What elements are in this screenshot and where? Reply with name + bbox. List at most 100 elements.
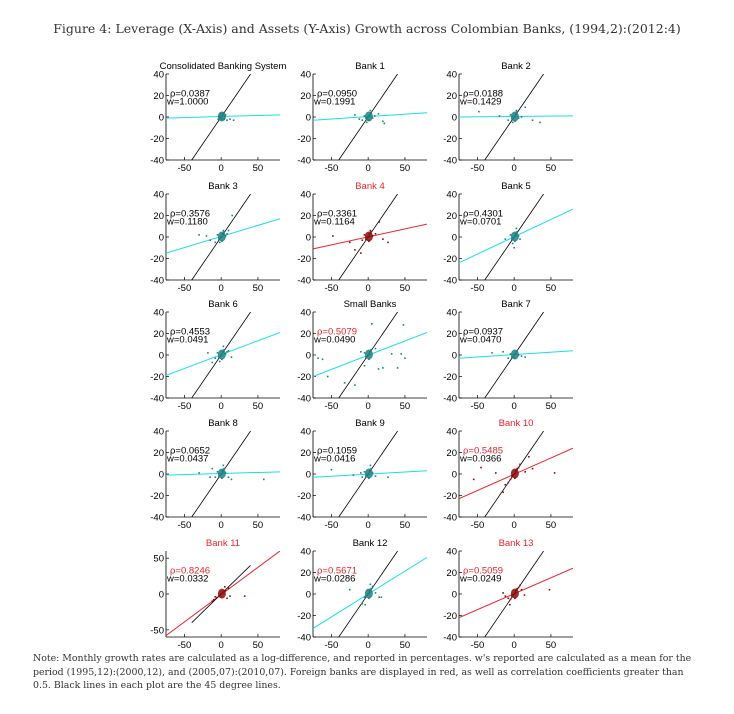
data-point — [226, 597, 228, 600]
rho-label: ρ=0.0652 — [170, 445, 210, 456]
data-point — [516, 110, 518, 113]
data-point — [396, 367, 399, 369]
data-point — [209, 239, 211, 242]
data-point — [343, 382, 346, 384]
data-point — [224, 235, 227, 237]
x-tick-label: -50 — [471, 283, 485, 294]
x-tick-label: 0 — [512, 401, 517, 412]
data-point — [207, 352, 209, 354]
w-label: w=0.0437 — [166, 453, 208, 464]
y-tick-label: -20 — [150, 254, 164, 265]
data-point — [365, 475, 367, 477]
x-tick-label: 50 — [546, 401, 557, 412]
data-point — [494, 472, 497, 474]
data-point — [224, 472, 227, 474]
data-point — [370, 587, 372, 590]
x-tick-label: -50 — [178, 520, 192, 531]
data-point — [509, 598, 512, 601]
data-point — [218, 115, 220, 117]
data-point — [218, 595, 220, 597]
w-label: w=0.0491 — [166, 334, 208, 345]
y-tick-label: 40 — [153, 308, 164, 319]
data-point — [513, 236, 515, 238]
data-point — [507, 481, 510, 484]
x-tick-label: -50 — [325, 283, 339, 294]
data-point — [511, 121, 514, 124]
data-point — [214, 596, 217, 598]
y-tick-label: 20 — [446, 568, 457, 579]
rho-label: ρ=0.0950 — [317, 88, 357, 99]
w-label: w=1.0000 — [166, 96, 208, 107]
data-point — [511, 242, 514, 245]
data-point — [198, 472, 200, 474]
data-point — [232, 119, 235, 122]
y-tick-label: 20 — [300, 568, 311, 579]
data-point — [229, 595, 231, 597]
data-point — [509, 353, 512, 355]
data-point — [220, 236, 222, 238]
data-point — [516, 467, 518, 470]
data-point — [216, 471, 219, 473]
y-tick-label: 0 — [159, 113, 164, 124]
plot-marks — [459, 74, 573, 160]
data-point — [371, 117, 374, 119]
y-tick-label: -40 — [150, 276, 164, 287]
data-point — [211, 600, 214, 602]
data-point — [226, 232, 228, 235]
data-point — [520, 588, 523, 591]
plot-marks — [459, 431, 573, 517]
y-tick-label: 0 — [452, 233, 457, 244]
data-point — [364, 603, 367, 606]
y-tick-label: 0 — [306, 233, 311, 244]
panel-title: Bank 4 — [355, 181, 385, 192]
panel-title: Bank 12 — [353, 538, 388, 549]
data-point — [402, 324, 405, 326]
data-point — [215, 596, 218, 599]
data-point — [507, 597, 510, 600]
x-tick-label: 0 — [366, 640, 371, 651]
rho-label: ρ=0.5059 — [463, 565, 503, 576]
plot-marks — [166, 551, 280, 636]
x-tick-label: 50 — [253, 283, 264, 294]
data-point — [368, 119, 370, 122]
data-point — [354, 114, 356, 116]
x-tick-label: 50 — [253, 520, 264, 531]
data-point — [368, 469, 371, 472]
y-tick-label: 20 — [446, 329, 457, 340]
y-tick-label: 0 — [306, 113, 311, 124]
data-point — [513, 473, 515, 475]
rho-label: ρ=0.5079 — [317, 326, 357, 337]
y-tick-label: -40 — [297, 156, 311, 167]
rho-label: ρ=0.1059 — [317, 445, 357, 456]
rho-label: ρ=0.0387 — [170, 88, 210, 99]
y-tick-label: -20 — [297, 491, 311, 502]
data-point — [390, 353, 393, 355]
rho-label: ρ=0.0188 — [463, 88, 503, 99]
data-point — [519, 584, 521, 587]
data-point — [363, 596, 366, 599]
data-point — [369, 583, 372, 586]
y-tick-label: -20 — [297, 134, 311, 145]
rho-label: ρ=0.4301 — [463, 208, 503, 219]
panel-title: Bank 11 — [206, 538, 240, 549]
x-tick-label: 0 — [366, 401, 371, 412]
data-point — [360, 350, 362, 353]
data-point — [209, 476, 211, 479]
x-tick-label: 0 — [219, 283, 224, 294]
data-point — [211, 467, 214, 470]
data-point — [221, 115, 224, 117]
y-tick-label: 0 — [159, 233, 164, 244]
x-tick-label: 50 — [546, 163, 557, 174]
data-point — [358, 118, 361, 120]
x-tick-label: 50 — [546, 640, 557, 651]
data-point — [214, 241, 217, 244]
data-point — [222, 464, 225, 467]
data-point — [514, 357, 516, 360]
y-tick-label: -40 — [443, 633, 457, 644]
y-tick-label: -40 — [297, 276, 311, 287]
y-tick-label: 20 — [446, 448, 457, 459]
